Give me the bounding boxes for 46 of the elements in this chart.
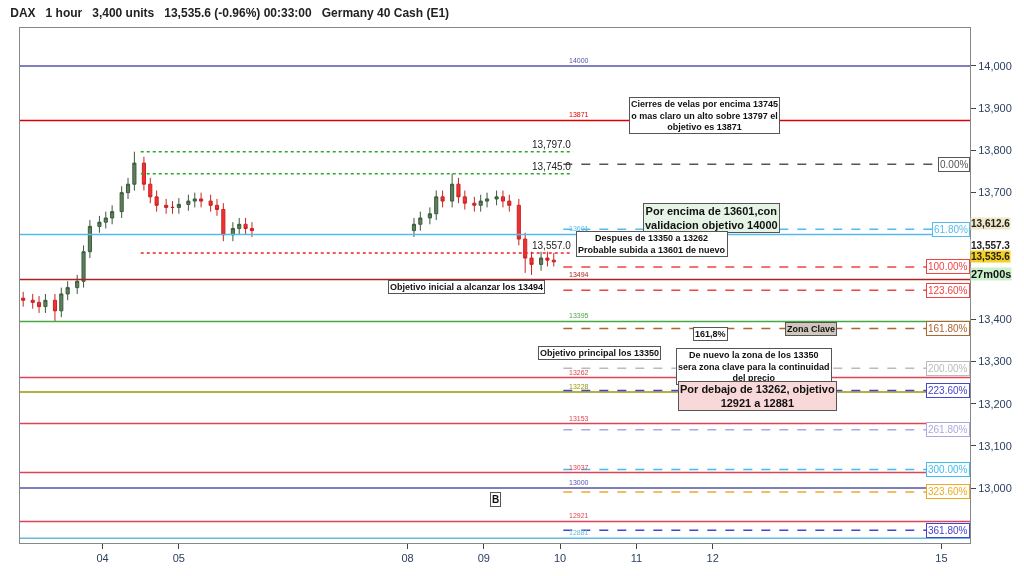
x-tick-label: 09 [477,552,491,565]
text: 13,557.3 [971,240,1011,251]
ref-line-label: 13,745.0 [532,161,572,172]
text: 27m00s [971,268,1012,280]
text: 13,535.6 [971,251,1011,262]
annotation: Cierres de velas por encima 13745 o mas claro un alto sobre 13797 el objetivo es 13871 [631,99,779,133]
annotation: 323.60% [928,486,968,497]
ref-line-label: 13,797.0 [532,139,572,150]
annotation: Objetivo principal los 13350 [540,348,660,358]
x-tick-label: 15 [935,552,948,565]
y-tick-label: 13,100 [978,439,1012,452]
annotation: 361.80% [928,525,968,536]
annotation: 300.00% [928,464,968,475]
y-tick-label: 14,000 [978,59,1012,72]
annotation: 200.00% [928,363,968,374]
annotation: 161,8% [695,329,726,339]
chart-title: DAX 1 hour 3,400 units 13,535.6 (-0.96%) 00:33:00 Germany 40 Cash (E1) [10,6,450,21]
x-tick-label: 10 [554,552,567,565]
x-tick-label: 05 [172,552,185,565]
annotation: B [492,494,500,505]
y-tick-label: 13,000 [978,481,1012,494]
annotation: Por debajo de 13262, objetivo 12921 a 12881 [680,383,835,410]
y-tick-label: 13,200 [978,397,1012,410]
y-tick-label: 13,700 [978,186,1012,199]
y-tick-label: 13,400 [978,313,1012,326]
y-tick-label: 13,800 [978,144,1012,157]
annotation: Por encima de 13601,con validacion objetivo 14000 [645,205,778,232]
annotation: 261.80% [928,424,968,435]
ref-line-label: 13,557.0 [532,240,572,251]
annotation: 0.00% [940,159,969,170]
x-tick-label: 04 [96,552,109,565]
annotation: 61.80% [934,224,969,235]
annotation: 100.00% [928,261,968,272]
x-tick-label: 12 [706,552,719,565]
annotation: Objetivo inicial a alcanzar los 13494 [390,282,544,292]
annotation: Zona Clave [787,324,836,334]
annotation: 161.80% [928,323,968,334]
annotation: Despues de 13350 a 13262 Probable subida a 13601 de nuevo [578,233,726,255]
y-tick-label: 13,300 [978,355,1012,368]
annotation: De nuevo la zona de los 13350 sera zona clave para la continuidad del precio [678,350,830,384]
text: 13,612.6 [971,218,1011,229]
annotation: 223.60% [928,385,968,396]
x-tick-label: 08 [401,552,414,565]
x-tick-label: 11 [630,552,643,565]
annotation: 123.60% [928,285,968,296]
y-tick-label: 13,900 [978,102,1012,115]
